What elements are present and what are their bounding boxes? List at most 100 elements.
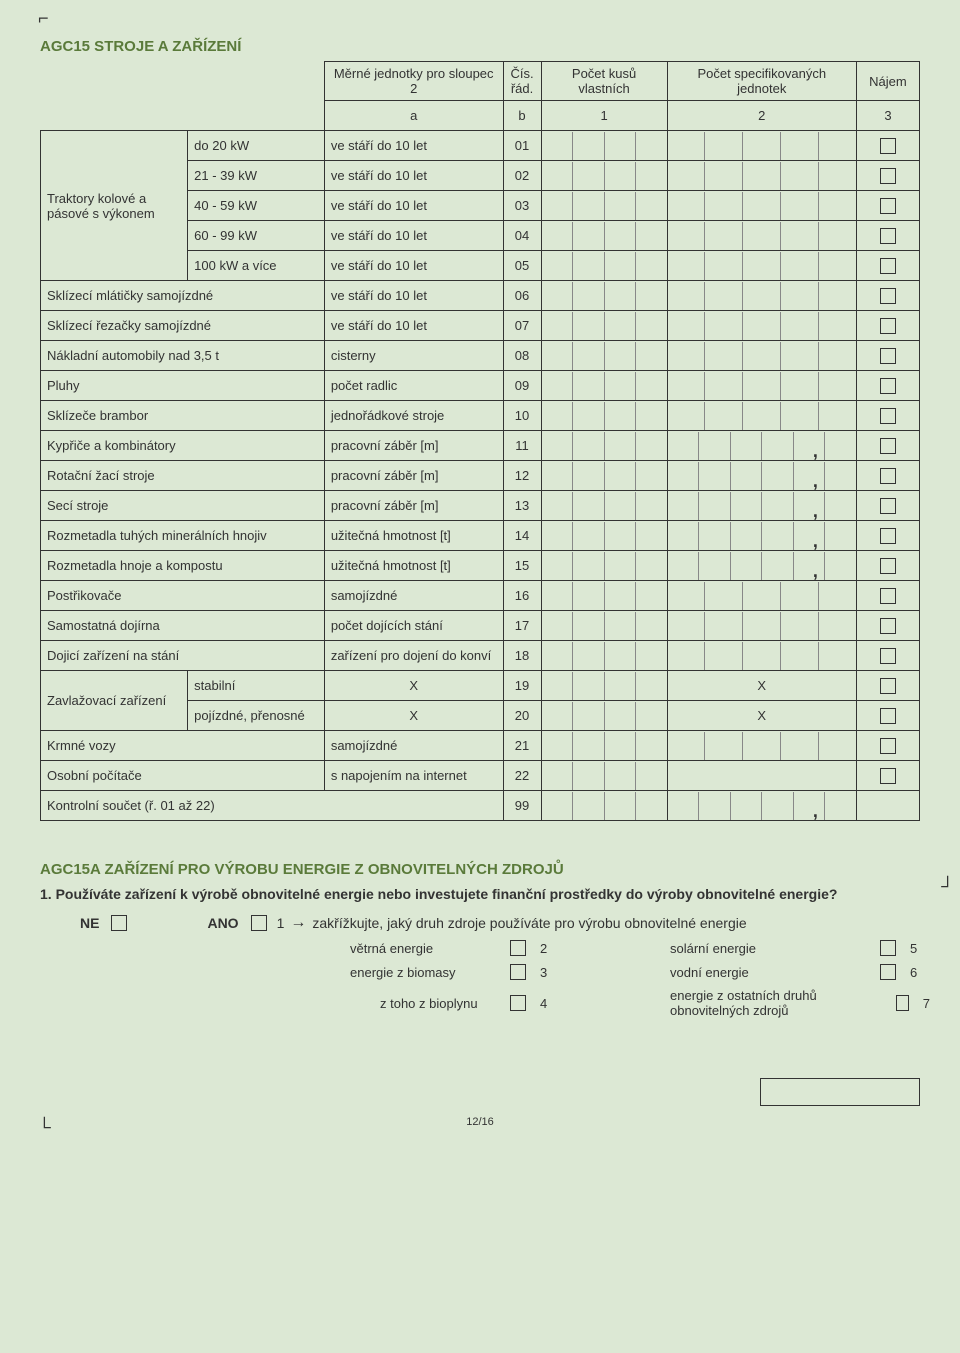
energy-checkbox[interactable] — [896, 995, 909, 1011]
count-input-cell[interactable] — [541, 791, 667, 821]
najem-checkbox[interactable] — [880, 678, 896, 694]
count-input-cell[interactable] — [541, 371, 667, 401]
count-input-cell[interactable] — [541, 551, 667, 581]
count-input-cell[interactable] — [541, 281, 667, 311]
row-unit: užitečná hmotnost [t] — [324, 521, 503, 551]
count-input-cell[interactable] — [541, 221, 667, 251]
energy-checkbox[interactable] — [510, 995, 526, 1011]
najem-checkbox[interactable] — [880, 738, 896, 754]
spec-input-cell[interactable] — [667, 641, 856, 671]
row-unit: pracovní záběr [m] — [324, 461, 503, 491]
count-input-cell[interactable] — [541, 731, 667, 761]
spec-input-cell[interactable]: , — [667, 521, 856, 551]
table-row: Sklízeče bramborjednořádkové stroje10 — [41, 401, 920, 431]
najem-cell — [856, 521, 919, 551]
traktory-group-label: Traktory kolové a pásové s výkonem — [41, 131, 188, 281]
table-row: Postřikovačesamojízdné16 — [41, 581, 920, 611]
spec-input-cell[interactable] — [667, 371, 856, 401]
spec-input-cell — [667, 761, 856, 791]
checkbox-ne[interactable] — [111, 915, 127, 931]
najem-checkbox[interactable] — [880, 288, 896, 304]
count-input-cell[interactable] — [541, 671, 667, 701]
energy-checkbox[interactable] — [880, 964, 896, 980]
table-row: Zavlažovací zařízenístabilníX19X — [41, 671, 920, 701]
spec-input-cell[interactable] — [667, 281, 856, 311]
najem-checkbox[interactable] — [880, 168, 896, 184]
spec-input-cell[interactable] — [667, 221, 856, 251]
najem-checkbox[interactable] — [880, 648, 896, 664]
spec-input-cell[interactable] — [667, 341, 856, 371]
table-row: Kontrolní součet (ř. 01 až 22)99, — [41, 791, 920, 821]
table-row: Secí strojepracovní záběr [m]13, — [41, 491, 920, 521]
spec-input-cell[interactable] — [667, 311, 856, 341]
energy-checkbox[interactable] — [510, 940, 526, 956]
row-desc: Postřikovače — [41, 581, 325, 611]
spec-input-cell[interactable]: , — [667, 791, 856, 821]
count-input-cell[interactable] — [541, 191, 667, 221]
spec-input-cell[interactable] — [667, 731, 856, 761]
spec-input-cell[interactable]: , — [667, 491, 856, 521]
najem-checkbox[interactable] — [880, 378, 896, 394]
spec-input-cell[interactable] — [667, 191, 856, 221]
najem-checkbox[interactable] — [880, 228, 896, 244]
najem-checkbox[interactable] — [880, 348, 896, 364]
count-input-cell[interactable] — [541, 581, 667, 611]
najem-cell — [856, 791, 919, 821]
checkbox-ano[interactable] — [251, 915, 267, 931]
spec-input-cell[interactable]: , — [667, 551, 856, 581]
energy-checkbox[interactable] — [510, 964, 526, 980]
najem-checkbox[interactable] — [880, 528, 896, 544]
count-input-cell[interactable] — [541, 761, 667, 791]
spec-input-cell[interactable] — [667, 611, 856, 641]
count-input-cell[interactable] — [541, 611, 667, 641]
count-input-cell[interactable] — [541, 491, 667, 521]
count-input-cell[interactable] — [541, 401, 667, 431]
spec-input-cell[interactable] — [667, 131, 856, 161]
crop-mark: └ — [38, 1117, 51, 1138]
count-input-cell[interactable] — [541, 641, 667, 671]
count-input-cell[interactable] — [541, 701, 667, 731]
crop-mark: ⌐ — [38, 8, 49, 29]
najem-checkbox[interactable] — [880, 198, 896, 214]
najem-checkbox[interactable] — [880, 318, 896, 334]
spec-input-cell[interactable] — [667, 161, 856, 191]
table-row: Rozmetadla tuhých minerálních hnojivužit… — [41, 521, 920, 551]
najem-checkbox[interactable] — [880, 468, 896, 484]
energy-checkbox[interactable] — [880, 940, 896, 956]
count-input-cell[interactable] — [541, 131, 667, 161]
count-input-cell[interactable] — [541, 431, 667, 461]
najem-cell — [856, 341, 919, 371]
energy-option-number: 6 — [910, 965, 917, 980]
najem-checkbox[interactable] — [880, 258, 896, 274]
najem-cell — [856, 581, 919, 611]
count-input-cell[interactable] — [541, 521, 667, 551]
najem-checkbox[interactable] — [880, 408, 896, 424]
spec-input-cell[interactable] — [667, 401, 856, 431]
count-input-cell[interactable] — [541, 341, 667, 371]
count-input-cell[interactable] — [541, 461, 667, 491]
count-input-cell[interactable] — [541, 161, 667, 191]
najem-checkbox[interactable] — [880, 558, 896, 574]
table-row: Pluhypočet radlic09 — [41, 371, 920, 401]
najem-checkbox[interactable] — [880, 588, 896, 604]
najem-checkbox[interactable] — [880, 708, 896, 724]
row-unit: ve stáří do 10 let — [324, 311, 503, 341]
row-cis: 04 — [503, 221, 541, 251]
spec-input-cell[interactable] — [667, 581, 856, 611]
najem-cell — [856, 641, 919, 671]
najem-checkbox[interactable] — [880, 768, 896, 784]
spec-input-cell[interactable] — [667, 251, 856, 281]
najem-checkbox[interactable] — [880, 498, 896, 514]
spec-input-cell[interactable]: , — [667, 461, 856, 491]
spec-input-cell[interactable]: , — [667, 431, 856, 461]
count-input-cell[interactable] — [541, 251, 667, 281]
zavlazovaci-group-label: Zavlažovací zařízení — [41, 671, 188, 731]
najem-cell — [856, 701, 919, 731]
count-input-cell[interactable] — [541, 311, 667, 341]
najem-checkbox[interactable] — [880, 438, 896, 454]
najem-cell — [856, 281, 919, 311]
najem-checkbox[interactable] — [880, 138, 896, 154]
najem-cell — [856, 191, 919, 221]
najem-checkbox[interactable] — [880, 618, 896, 634]
najem-cell — [856, 311, 919, 341]
